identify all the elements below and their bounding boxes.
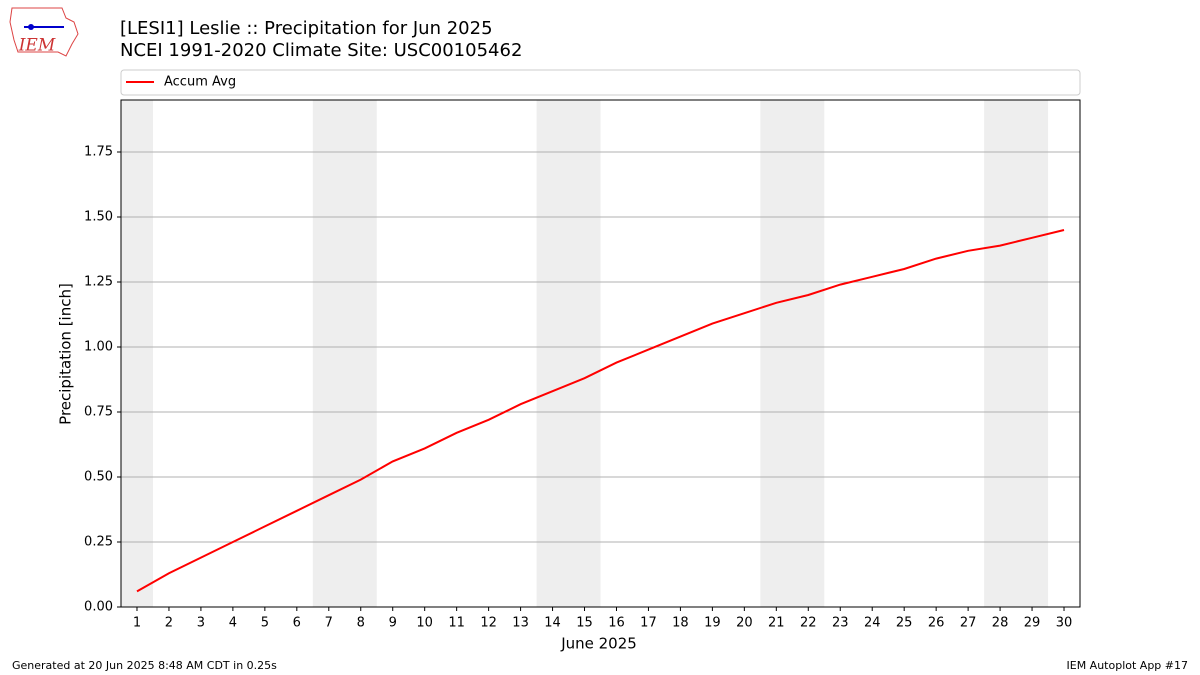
legend-box <box>120 69 1081 96</box>
x-tick-label: 25 <box>896 616 913 631</box>
y-tick-label: 0.75 <box>84 405 113 420</box>
x-tick-label: 1 <box>133 616 141 631</box>
weekend-band <box>121 100 153 607</box>
x-tick-label: 3 <box>197 616 205 631</box>
legend-label: Accum Avg <box>164 75 236 90</box>
x-tick-label: 30 <box>1056 616 1073 631</box>
x-tick-label: 11 <box>448 616 465 631</box>
x-tick-label: 12 <box>480 616 497 631</box>
x-tick-label: 18 <box>672 616 689 631</box>
x-tick-label: 19 <box>704 616 721 631</box>
x-tick-label: 26 <box>928 616 945 631</box>
y-tick-label: 0.25 <box>84 535 113 550</box>
weekend-band <box>760 100 825 607</box>
x-tick-label: 15 <box>576 616 593 631</box>
logo: IEM <box>9 7 79 57</box>
y-tick-label: 1.25 <box>84 275 113 290</box>
chart-title: [LESI1] Leslie :: Precipitation for Jun … <box>120 18 493 39</box>
x-tick-label: 10 <box>416 616 433 631</box>
logo-text: IEM <box>18 36 56 56</box>
x-tick-label: 8 <box>357 616 365 631</box>
x-tick-label: 24 <box>864 616 881 631</box>
weekend-band <box>984 100 1049 607</box>
x-tick-label: 17 <box>640 616 657 631</box>
x-tick-label: 9 <box>389 616 397 631</box>
x-tick-label: 5 <box>261 616 269 631</box>
x-tick-label: 27 <box>960 616 977 631</box>
logo-outline <box>9 7 79 57</box>
logo-dot <box>28 24 34 30</box>
x-tick-label: 7 <box>325 616 333 631</box>
series-line <box>136 229 1065 593</box>
footer-right: IEM Autoplot App #17 <box>1067 659 1189 672</box>
x-tick-label: 2 <box>165 616 173 631</box>
x-tick-label: 29 <box>1024 616 1041 631</box>
y-tick-label: 1.75 <box>84 145 113 160</box>
x-axis-label: June 2025 <box>560 635 637 653</box>
y-axis-label: Precipitation [inch] <box>57 283 75 425</box>
x-tick-label: 14 <box>544 616 561 631</box>
weekend-band <box>312 100 377 607</box>
x-tick-label: 23 <box>832 616 849 631</box>
y-tick-label: 1.00 <box>84 340 113 355</box>
x-tick-label: 13 <box>512 616 529 631</box>
x-tick-label: 22 <box>800 616 817 631</box>
x-tick-label: 28 <box>992 616 1009 631</box>
x-tick-label: 6 <box>293 616 301 631</box>
x-tick-label: 4 <box>229 616 237 631</box>
x-tick-label: 21 <box>768 616 785 631</box>
y-tick-label: 0.50 <box>84 470 113 485</box>
y-tick-label: 1.50 <box>84 210 113 225</box>
y-tick-label: 0.00 <box>84 600 113 615</box>
x-tick-label: 16 <box>608 616 625 631</box>
x-tick-label: 20 <box>736 616 753 631</box>
footer-left: Generated at 20 Jun 2025 8:48 AM CDT in … <box>12 659 277 672</box>
weekend-band <box>536 100 601 607</box>
plot-frame <box>120 99 1081 608</box>
chart-subtitle: NCEI 1991-2020 Climate Site: USC00105462 <box>120 40 522 61</box>
